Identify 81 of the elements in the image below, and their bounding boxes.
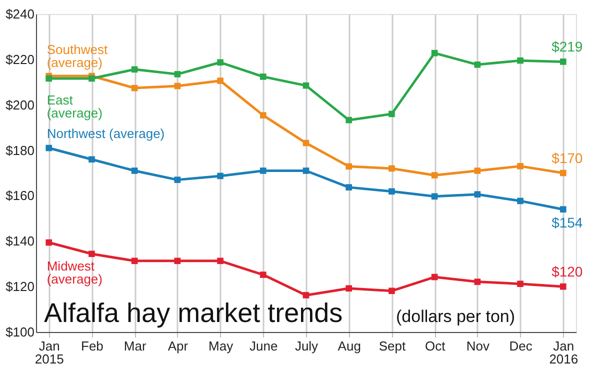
x-tick-label: June (250, 338, 278, 354)
point (46, 75, 52, 82)
x-tick-label: Nov (466, 338, 490, 354)
point (88, 250, 95, 258)
point (560, 206, 566, 213)
point (517, 280, 524, 288)
point (517, 163, 524, 170)
point (346, 184, 352, 190)
point (431, 193, 438, 200)
point (88, 156, 95, 163)
point (517, 198, 524, 204)
y-tick-label: $140 (6, 234, 34, 249)
y-tick-label: $240 (6, 6, 34, 22)
y-tick-label: $100 (6, 324, 34, 340)
text: (dollars per ton) (396, 307, 516, 326)
point (217, 78, 224, 84)
x-tick-label: Apr (168, 338, 189, 354)
point (388, 165, 395, 172)
point (260, 168, 266, 174)
x-tick-label: May (208, 338, 234, 354)
x-tick-label: Sept (378, 338, 406, 354)
point (260, 112, 266, 118)
y-tick-label: $160 (6, 188, 34, 204)
y-tick-label: $120 (6, 279, 34, 294)
point (560, 170, 566, 176)
y-tick-label: $200 (6, 97, 34, 112)
point (474, 61, 481, 68)
point (560, 58, 566, 65)
point (388, 110, 395, 118)
y-tick-label: $180 (6, 142, 34, 158)
point (174, 82, 181, 90)
point (46, 144, 52, 152)
x-tick-label: Oct (424, 338, 446, 354)
point (174, 71, 181, 78)
point (346, 163, 352, 170)
point (431, 172, 438, 178)
x-tick-label: Feb (81, 338, 104, 354)
y-tick-label: $220 (6, 52, 34, 67)
x-tick-label: Jan 2015 (34, 338, 64, 366)
data-label: $219 (552, 38, 583, 55)
point (302, 82, 310, 89)
point (346, 285, 352, 292)
point (174, 176, 181, 183)
point (46, 239, 52, 246)
data-label: $170 (552, 150, 583, 166)
data-label: $154 (552, 214, 583, 230)
point (217, 172, 224, 180)
point (131, 84, 138, 92)
point (302, 140, 310, 146)
point (431, 50, 438, 56)
text: Alfalfa hay market trends (44, 298, 343, 328)
point (302, 168, 310, 174)
point (217, 59, 224, 66)
data-label: $120 (552, 264, 583, 280)
point (88, 75, 95, 82)
point (346, 116, 352, 124)
point (474, 168, 481, 174)
point (260, 272, 266, 278)
series-label: Northwest (average) (46, 126, 165, 142)
point (431, 274, 438, 280)
series-label: Southwest (average) (46, 42, 108, 70)
point (474, 278, 481, 285)
series-label: Midwest (average) (46, 258, 102, 287)
point (217, 258, 224, 264)
x-tick-label: Aug (338, 338, 361, 354)
point (560, 283, 566, 290)
x-tick-label: Dec (509, 338, 533, 354)
series-label: East (average) (46, 92, 102, 121)
point (260, 74, 266, 80)
x-tick-label: Mar (124, 338, 147, 354)
point (302, 292, 310, 298)
point (517, 57, 524, 64)
point (131, 168, 138, 174)
x-tick-label: July (294, 338, 319, 354)
point (388, 288, 395, 294)
point (388, 188, 395, 195)
x-tick-label: Jan 2016 (549, 338, 578, 366)
point (131, 66, 138, 73)
point (131, 258, 138, 264)
point (174, 258, 181, 264)
point (474, 191, 481, 198)
